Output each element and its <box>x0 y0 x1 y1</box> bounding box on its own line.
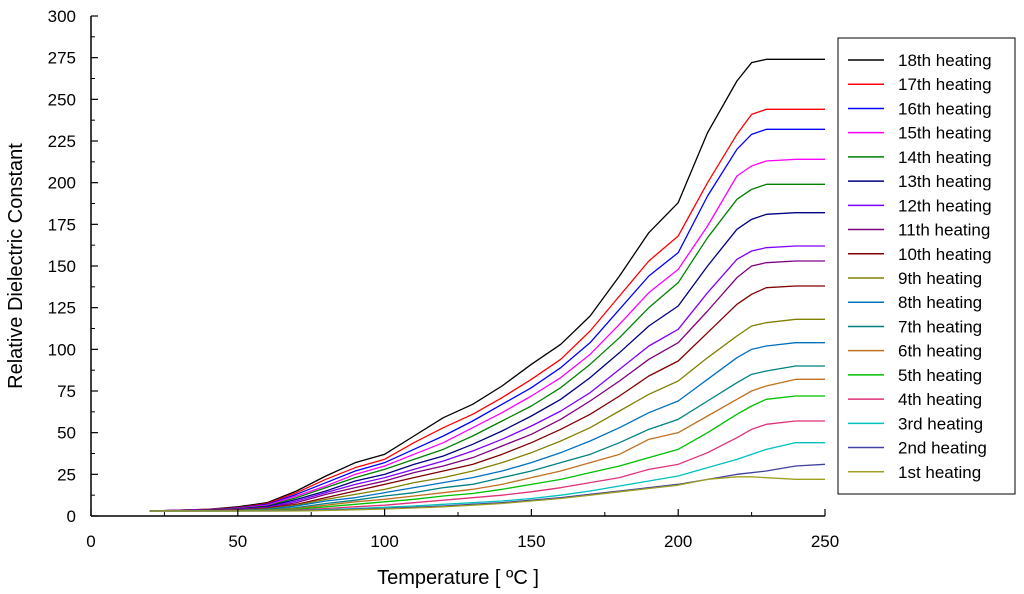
legend: 18th heating 17th heating 16th heating 15th… <box>837 37 1016 495</box>
series-line-2 <box>149 108 825 512</box>
y-tick-label: 75 <box>57 382 76 401</box>
legend-box <box>837 37 1016 495</box>
y-tick-label: 200 <box>48 174 76 193</box>
legend-label: 6th heating <box>898 342 982 361</box>
legend-label: 4th heating <box>898 390 982 409</box>
legend-label: 18th heating <box>898 51 992 70</box>
axes: 0 50 100 150 200 250 0 25 50 75 100 125 150 175 200 225… <box>48 7 840 551</box>
legend-label: 3rd heating <box>898 414 983 433</box>
legend-label: 5th heating <box>898 366 982 385</box>
y-tick-label: 275 <box>48 49 76 68</box>
legend-label: 11th heating <box>898 221 990 240</box>
x-tick-label: 200 <box>664 532 692 551</box>
series-line-4 <box>149 158 825 512</box>
legend-label: 12th heating <box>898 196 992 215</box>
x-tick-label: 250 <box>811 532 839 551</box>
legend-label: 17th heating <box>898 75 992 94</box>
series-line-12 <box>149 365 825 512</box>
series-line-5 <box>149 183 825 512</box>
x-tick-label: 100 <box>370 532 398 551</box>
series-line-15 <box>149 420 825 512</box>
series-line-3 <box>149 128 825 512</box>
series-line-7 <box>149 245 825 512</box>
legend-label: 2nd heating <box>898 439 987 458</box>
series-line-9 <box>149 285 825 512</box>
y-tick-label: 175 <box>48 215 76 234</box>
y-tick-label: 100 <box>48 340 76 359</box>
series-line-11 <box>149 342 825 512</box>
y-tick-label: 125 <box>48 299 76 318</box>
legend-label: 9th heating <box>898 269 982 288</box>
x-tick-label: 150 <box>517 532 545 551</box>
y-tick-label: 300 <box>48 7 76 26</box>
plot-lines <box>149 58 826 512</box>
x-tick-label: 0 <box>86 532 95 551</box>
y-tick-label: 0 <box>67 507 76 526</box>
x-tick-label: 50 <box>228 532 247 551</box>
legend-label: 16th heating <box>898 99 992 118</box>
x-axis-title: Temperature [ ºC ] <box>377 567 539 589</box>
series-line-1 <box>149 58 825 512</box>
y-tick-label: 225 <box>48 132 76 151</box>
legend-label: 7th heating <box>898 317 982 336</box>
legend-label: 10th heating <box>898 245 992 264</box>
series-line-10 <box>149 318 825 512</box>
y-tick-label: 25 <box>57 465 76 484</box>
legend-label: 13th heating <box>898 172 992 191</box>
series-line-8 <box>149 260 825 512</box>
legend-label: 8th heating <box>898 293 982 312</box>
y-tick-label: 150 <box>48 257 76 276</box>
y-tick-label: 50 <box>57 424 76 443</box>
y-tick-label: 250 <box>48 90 76 109</box>
legend-label: 15th heating <box>898 124 992 143</box>
legend-label: 1st heating <box>898 463 981 482</box>
series-line-18 <box>149 476 825 512</box>
y-axis-title: Relative Dielectric Constant <box>5 143 27 389</box>
legend-label: 14th heating <box>898 148 992 167</box>
